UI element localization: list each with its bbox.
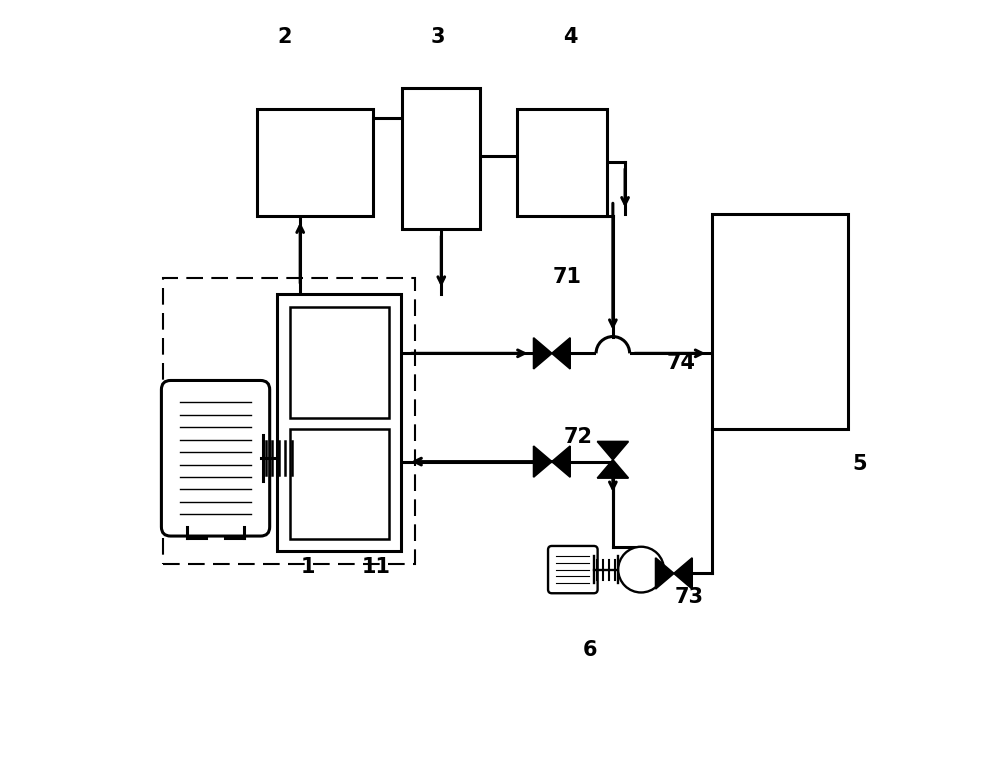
Text: 74: 74 — [667, 353, 696, 373]
Bar — [712, 214, 848, 429]
Polygon shape — [674, 558, 692, 589]
Text: 5: 5 — [853, 455, 867, 474]
Polygon shape — [597, 460, 628, 478]
Polygon shape — [597, 442, 628, 460]
Polygon shape — [534, 338, 552, 369]
Polygon shape — [534, 446, 552, 478]
Bar — [290, 307, 389, 418]
Text: 1: 1 — [301, 556, 315, 577]
Circle shape — [618, 547, 664, 592]
Text: 73: 73 — [675, 587, 704, 607]
Polygon shape — [656, 558, 674, 589]
FancyBboxPatch shape — [161, 380, 270, 536]
Bar — [257, 109, 373, 215]
Polygon shape — [552, 446, 570, 478]
Bar — [290, 429, 389, 539]
Bar — [517, 109, 607, 215]
Text: 2: 2 — [278, 28, 292, 47]
FancyBboxPatch shape — [548, 546, 598, 593]
Text: 72: 72 — [563, 427, 592, 447]
Text: 11: 11 — [362, 556, 391, 577]
Text: 71: 71 — [553, 267, 582, 286]
Text: 6: 6 — [583, 640, 597, 660]
Bar — [402, 89, 480, 229]
Bar — [163, 277, 415, 564]
Polygon shape — [552, 338, 570, 369]
Text: 4: 4 — [563, 28, 577, 47]
Bar — [277, 293, 401, 552]
Text: 3: 3 — [430, 28, 445, 47]
Bar — [596, 351, 630, 355]
